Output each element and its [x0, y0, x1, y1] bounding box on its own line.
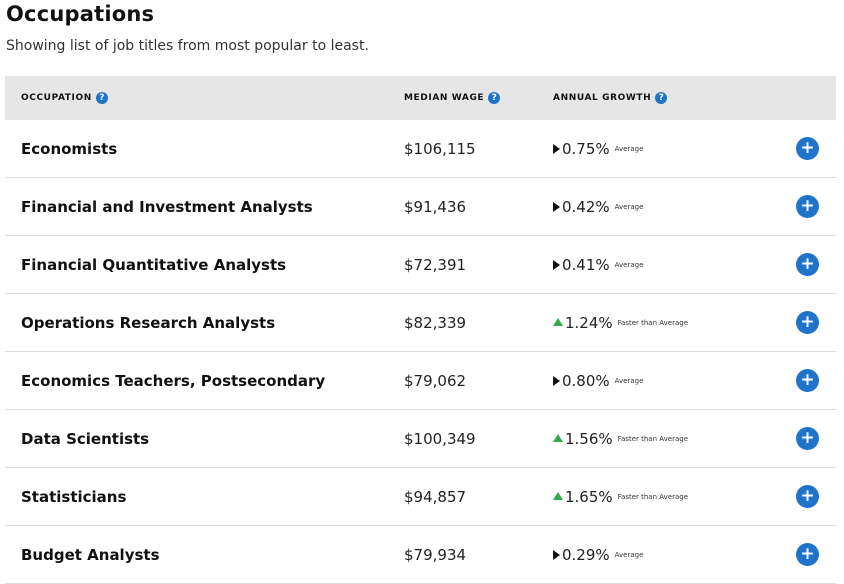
table-header: OCCUPATION ? MEDIAN WAGE ? ANNUAL GROWTH… [5, 76, 836, 120]
table-row[interactable]: Financial and Investment Analysts $91,436… [5, 178, 836, 236]
growth-rating: Faster than Average [617, 318, 689, 327]
table-row[interactable]: Operations Research Analysts $82,339 1.24%… [5, 294, 836, 352]
annual-growth: 1.56% Faster than Average [553, 410, 688, 467]
header-median-wage-label: MEDIAN WAGE [404, 93, 485, 103]
median-wage: $106,115 [404, 139, 476, 158]
growth-value: 0.80% [562, 371, 610, 390]
expand-plus-icon[interactable]: + [796, 427, 819, 450]
annual-growth: 1.65% Faster than Average [553, 468, 688, 525]
occupation-title[interactable]: Financial Quantitative Analysts [21, 255, 287, 274]
trend-up-arrow-icon [553, 491, 563, 500]
growth-value: 0.75% [562, 139, 610, 158]
table-body: Economists $106,115 0.75% Average + Financial… [5, 120, 836, 584]
page-title: Occupations [6, 2, 155, 26]
annual-growth: 0.29% Average [553, 526, 643, 583]
growth-rating: Average [614, 550, 644, 559]
median-wage: $91,436 [404, 197, 467, 216]
header-occupation-label: OCCUPATION [21, 93, 92, 103]
expand-plus-icon[interactable]: + [796, 485, 819, 508]
occupations-table: OCCUPATION ? MEDIAN WAGE ? ANNUAL GROWTH… [5, 76, 836, 584]
median-wage: $94,857 [404, 487, 467, 506]
expand-plus-icon[interactable]: + [796, 137, 819, 160]
occupation-title[interactable]: Operations Research Analysts [21, 313, 276, 332]
occupation-title[interactable]: Data Scientists [21, 429, 150, 448]
growth-value: 0.42% [562, 197, 610, 216]
table-row[interactable]: Budget Analysts $79,934 0.29% Average + [5, 526, 836, 584]
growth-value: 1.24% [565, 313, 613, 332]
expand-plus-icon[interactable]: + [796, 195, 819, 218]
growth-value: 1.56% [565, 429, 613, 448]
annual-growth: 0.80% Average [553, 352, 643, 409]
occupation-title[interactable]: Economics Teachers, Postsecondary [21, 371, 326, 390]
median-wage: $82,339 [404, 313, 467, 332]
median-wage: $79,062 [404, 371, 467, 390]
header-annual-growth[interactable]: ANNUAL GROWTH ? [553, 76, 668, 120]
growth-value: 0.29% [562, 545, 610, 564]
growth-value: 0.41% [562, 255, 610, 274]
expand-plus-icon[interactable]: + [796, 369, 819, 392]
occupation-title[interactable]: Statisticians [21, 487, 127, 506]
expand-plus-icon[interactable]: + [796, 543, 819, 566]
occupation-title[interactable]: Financial and Investment Analysts [21, 197, 313, 216]
header-occupation[interactable]: OCCUPATION ? [21, 76, 108, 120]
growth-value: 1.65% [565, 487, 613, 506]
header-median-wage[interactable]: MEDIAN WAGE ? [404, 76, 501, 120]
median-wage: $100,349 [404, 429, 476, 448]
help-icon[interactable]: ? [655, 92, 668, 104]
expand-plus-icon[interactable]: + [796, 253, 819, 276]
growth-rating: Average [614, 202, 644, 211]
annual-growth: 0.42% Average [553, 178, 643, 235]
trend-flat-arrow-icon [553, 143, 560, 154]
annual-growth: 0.41% Average [553, 236, 643, 293]
help-icon[interactable]: ? [488, 92, 501, 104]
table-row[interactable]: Financial Quantitative Analysts $72,391 0.… [5, 236, 836, 294]
growth-rating: Faster than Average [617, 492, 689, 501]
trend-flat-arrow-icon [553, 549, 560, 560]
table-row[interactable]: Statisticians $94,857 1.65% Faster than Ave… [5, 468, 836, 526]
annual-growth: 0.75% Average [553, 120, 643, 177]
median-wage: $79,934 [404, 545, 467, 564]
occupation-title[interactable]: Economists [21, 139, 118, 158]
occupation-title[interactable]: Budget Analysts [21, 545, 160, 564]
growth-rating: Average [614, 376, 644, 385]
trend-flat-arrow-icon [553, 375, 560, 386]
median-wage: $72,391 [404, 255, 467, 274]
table-row[interactable]: Economics Teachers, Postsecondary $79,062… [5, 352, 836, 410]
growth-rating: Average [614, 260, 644, 269]
growth-rating: Average [614, 144, 644, 153]
help-icon[interactable]: ? [95, 92, 108, 104]
trend-flat-arrow-icon [553, 201, 560, 212]
header-annual-growth-label: ANNUAL GROWTH [553, 93, 652, 103]
trend-up-arrow-icon [553, 433, 563, 442]
trend-up-arrow-icon [553, 317, 563, 326]
page-subtitle: Showing list of job titles from most pop… [6, 38, 369, 54]
expand-plus-icon[interactable]: + [796, 311, 819, 334]
table-row[interactable]: Data Scientists $100,349 1.56% Faster than … [5, 410, 836, 468]
trend-flat-arrow-icon [553, 259, 560, 270]
annual-growth: 1.24% Faster than Average [553, 294, 688, 351]
growth-rating: Faster than Average [617, 434, 689, 443]
table-row[interactable]: Economists $106,115 0.75% Average + [5, 120, 836, 178]
